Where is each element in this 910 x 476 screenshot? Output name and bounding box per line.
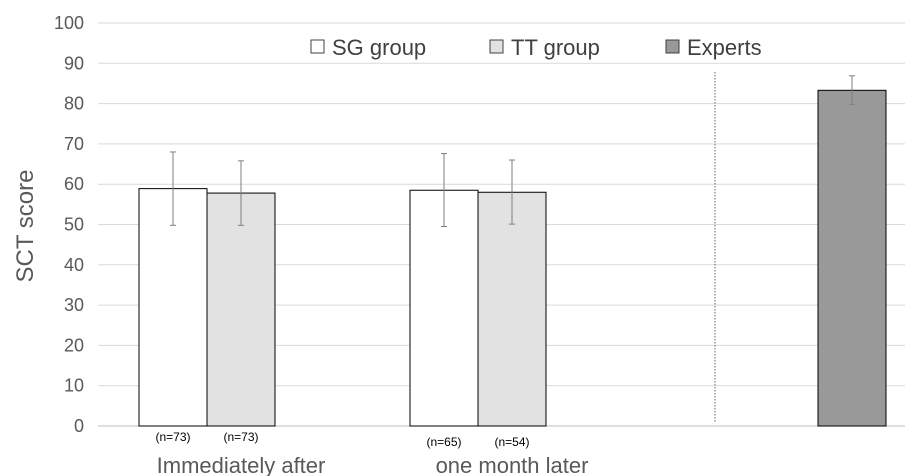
legend-item: Experts <box>665 35 762 60</box>
legend-swatch <box>489 39 504 54</box>
sample-size-label: (n=73) <box>223 430 258 444</box>
y-tick-label: 60 <box>64 174 84 194</box>
legend-label: SG group <box>332 35 426 60</box>
bar-sg-group <box>138 188 208 427</box>
legend-label: TT group <box>511 35 600 60</box>
error-bar <box>849 75 855 105</box>
bar-tt-group <box>477 191 547 427</box>
bars <box>138 89 887 427</box>
sample-size-labels: (n=73) (n=65) (n=73) (n=54) <box>155 430 529 449</box>
bar-tt-group <box>206 192 276 427</box>
error-bar <box>238 160 244 226</box>
legend-item: SG group <box>310 35 426 60</box>
category-labels: Immediately after one month later <box>157 453 589 476</box>
y-tick-label: 0 <box>74 416 84 436</box>
sample-size-label: (n=65) <box>426 435 461 449</box>
sample-size-label: (n=73) <box>155 430 190 444</box>
legend: SG group TT group Experts <box>310 35 762 60</box>
error-bars <box>170 75 855 228</box>
y-tick-label: 10 <box>64 376 84 396</box>
y-tick-label: 30 <box>64 295 84 315</box>
y-axis-ticks: 0 10 20 30 40 50 60 70 80 90 100 <box>54 13 84 436</box>
bar-experts <box>817 89 887 427</box>
y-axis-label: SCT score <box>12 170 39 283</box>
legend-swatch <box>665 39 680 54</box>
category-label: Immediately after <box>157 453 326 476</box>
sample-size-label: (n=54) <box>494 435 529 449</box>
legend-label: Experts <box>687 35 762 60</box>
y-tick-label: 80 <box>64 94 84 114</box>
y-tick-label: 50 <box>64 215 84 235</box>
bar-sg-group <box>409 189 479 427</box>
y-tick-label: 40 <box>64 255 84 275</box>
legend-swatch <box>310 39 325 54</box>
category-label: one month later <box>436 453 589 476</box>
y-tick-label: 90 <box>64 53 84 73</box>
y-tick-label: 20 <box>64 335 84 355</box>
error-bar <box>509 159 515 225</box>
error-bar <box>170 151 176 226</box>
error-bar <box>441 153 447 228</box>
y-tick-label: 70 <box>64 134 84 154</box>
legend-item: TT group <box>489 35 600 60</box>
y-tick-label: 100 <box>54 13 84 33</box>
